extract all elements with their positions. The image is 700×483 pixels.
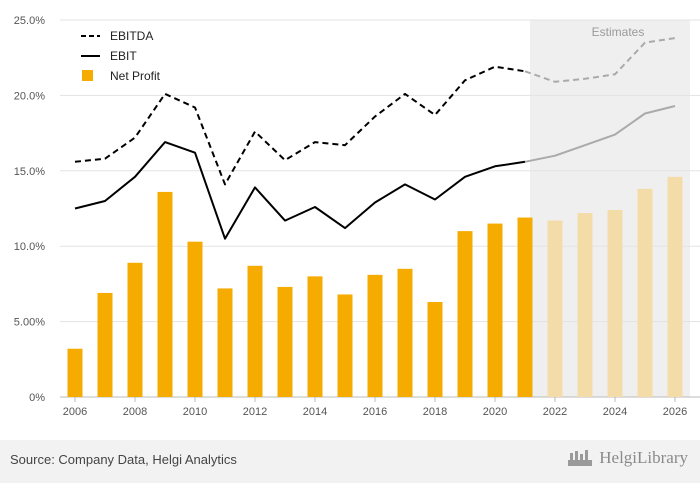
net-profit-bar: [667, 176, 683, 397]
net-profit-bar: [217, 288, 233, 397]
net-profit-bar: [637, 188, 653, 397]
net-profit-bar: [607, 210, 623, 397]
y-tick-label: 0%: [29, 392, 45, 404]
x-tick-label: 2014: [303, 406, 327, 418]
y-tick-label: 25.0%: [14, 15, 45, 27]
x-tick-label: 2018: [423, 406, 447, 418]
net-profit-bar: [127, 262, 143, 397]
x-tick-label: 2024: [603, 406, 627, 418]
brand-text: HelgiLibrary: [599, 448, 688, 467]
ebit-estimate-line: [524, 105, 676, 163]
y-tick-label: 15.0%: [14, 166, 45, 178]
y-tick-label: 10.0%: [14, 241, 45, 253]
net-profit-bar: [247, 265, 263, 397]
net-profit-bar: [67, 348, 83, 397]
brand-logo: HelgiLibrary: [567, 448, 688, 468]
net-profit-bar: [517, 217, 533, 397]
net-profit-bar: [487, 223, 503, 397]
library-icon: [568, 450, 593, 466]
net-profit-bar: [427, 301, 443, 397]
legend-net-profit-label: Net Profit: [110, 69, 161, 83]
x-tick-label: 2012: [243, 406, 267, 418]
net-profit-bar: [187, 241, 203, 397]
legend-ebit-label: EBIT: [110, 49, 137, 63]
legend-net-profit-swatch: [82, 70, 93, 81]
ebitda-estimate-line: [524, 37, 676, 83]
net-profit-bar: [397, 268, 413, 397]
net-profit-bar: [577, 213, 593, 397]
y-tick-label: 20.0%: [14, 90, 45, 102]
net-profit-bar: [367, 274, 383, 397]
x-tick-label: 2010: [183, 406, 207, 418]
x-axis: 2006 2008 2010 2012 2014 2016 2018 2020 2022 2024…: [63, 397, 687, 418]
y-tick-label: 5.00%: [14, 317, 45, 329]
x-tick-label: 2026: [663, 406, 687, 418]
ebitda-line: [74, 65, 526, 186]
ebit-line: [74, 141, 526, 240]
x-tick-label: 2020: [483, 406, 507, 418]
x-tick-label: 2006: [63, 406, 87, 418]
x-tick-label: 2008: [123, 406, 147, 418]
net-profit-bar: [547, 220, 563, 397]
estimates-label: Estimates: [592, 25, 645, 39]
chart: 0% 5.00% 10.0% 15.0% 20.0% 25.0% 2006 2008 2010…: [14, 15, 700, 418]
net-profit-bar: [307, 276, 323, 397]
net-profit-bar: [277, 286, 293, 397]
net-profit-bar: [97, 292, 113, 397]
x-tick-label: 2016: [363, 406, 387, 418]
source-text: Source: Company Data, Helgi Analytics: [10, 452, 237, 467]
y-axis: 0% 5.00% 10.0% 15.0% 20.0% 25.0%: [14, 15, 45, 404]
net-profit-bars: [67, 176, 683, 397]
net-profit-bar: [157, 191, 173, 397]
net-profit-bar: [457, 231, 473, 397]
legend: EBITDA EBIT Net Profit: [81, 29, 161, 83]
net-profit-bar: [337, 294, 353, 397]
series-lines: [74, 37, 676, 240]
legend-ebitda-label: EBITDA: [110, 29, 153, 43]
footer: Source: Company Data, Helgi Analytics He…: [0, 440, 700, 483]
x-tick-label: 2022: [543, 406, 567, 418]
